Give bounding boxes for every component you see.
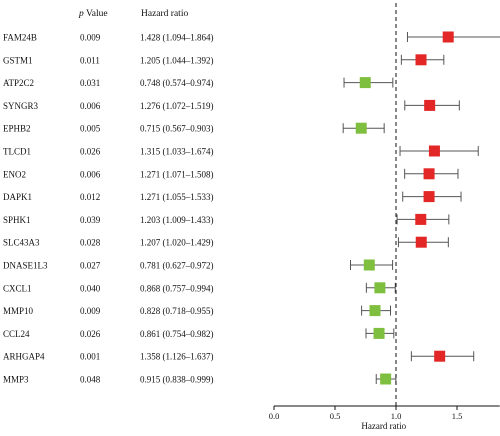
table-row: TLCD1 0.026 1.315 (1.033–1.674) (3, 147, 214, 157)
hazard-ratio-text: 1.271 (1.055–1.533) (140, 192, 214, 202)
table-row: MMP3 0.048 0.915 (0.838–0.999) (3, 375, 214, 385)
table-row: MMP10 0.009 0.828 (0.718–0.955) (3, 306, 214, 316)
hr-point (373, 327, 385, 339)
gene-label: EPHB2 (3, 124, 31, 134)
p-value: 0.026 (80, 147, 101, 157)
table-row: SLC43A3 0.028 1.207 (1.020–1.429) (3, 238, 214, 248)
table-row: FAM24B 0.009 1.428 (1.094–1.864) (3, 33, 214, 43)
hazard-ratio-text: 1.205 (1.044–1.392) (140, 55, 214, 65)
hr-point (374, 282, 386, 294)
p-value: 0.009 (80, 33, 101, 43)
gene-label: SYNGR3 (3, 101, 39, 111)
table-row: ARHGAP4 0.001 1.358 (1.126–1.637) (3, 352, 214, 362)
hr-point (415, 213, 427, 225)
p-value-header: p Value (78, 9, 108, 19)
hr-point (359, 77, 371, 89)
table-row: SPHK1 0.039 1.203 (1.009–1.433) (3, 215, 214, 225)
hazard-ratio-text: 1.203 (1.009–1.433) (140, 215, 214, 225)
p-value-header-prefix: p (78, 9, 84, 19)
gene-label: GSTM1 (3, 55, 33, 65)
plot-area (342, 3, 500, 406)
p-value: 0.040 (80, 283, 101, 293)
p-value: 0.009 (80, 306, 101, 316)
hr-point (423, 168, 435, 180)
gene-label: SLC43A3 (3, 238, 40, 248)
p-value: 0.006 (80, 169, 101, 179)
hazard-ratio-text: 0.828 (0.718–0.955) (140, 306, 214, 316)
table-row: DAPK1 0.012 1.271 (1.055–1.533) (3, 192, 214, 202)
hazard-ratio-header: Hazard ratio (141, 9, 188, 19)
hr-point (415, 54, 427, 66)
table-row: DNASE1L3 0.027 0.781 (0.627–0.972) (3, 261, 214, 271)
p-value: 0.048 (80, 375, 101, 385)
hazard-ratio-text: 0.861 (0.754–0.982) (140, 329, 214, 339)
hazard-ratio-text: 0.748 (0.574–0.974) (140, 78, 214, 88)
column-headers: p Value Hazard ratio (78, 9, 188, 19)
table-row: EPHB2 0.005 0.715 (0.567–0.903) (3, 124, 214, 134)
gene-label: DAPK1 (3, 192, 32, 202)
table-row: CXCL1 0.040 0.868 (0.757–0.994) (3, 283, 214, 293)
ci-whisker (406, 32, 500, 42)
hazard-ratio-text: 1.358 (1.126–1.637) (140, 352, 214, 362)
p-value: 0.006 (80, 101, 101, 111)
hr-point (380, 373, 392, 385)
gene-label: SPHK1 (3, 215, 31, 225)
gene-label: ARHGAP4 (3, 352, 45, 362)
gene-label: FAM24B (3, 33, 37, 43)
gene-label: DNASE1L3 (3, 261, 48, 271)
hr-point (428, 145, 440, 157)
p-value-header-suffix: Value (84, 9, 108, 19)
hazard-ratio-text: 1.315 (1.033–1.674) (140, 147, 214, 157)
gene-label: ENO2 (3, 169, 26, 179)
x-tick-label: 1.5 (452, 411, 463, 421)
hazard-ratio-text: 0.915 (0.838–0.999) (140, 375, 214, 385)
p-value: 0.027 (80, 261, 101, 271)
gene-label: ATP2C2 (3, 78, 34, 88)
gene-label: TLCD1 (3, 147, 31, 157)
p-value: 0.039 (80, 215, 101, 225)
hazard-ratio-text: 1.207 (1.020–1.429) (140, 238, 214, 248)
hr-point (423, 191, 435, 203)
x-tick-label: 1.0 (391, 411, 402, 421)
hr-point (355, 122, 367, 134)
x-tick-label: 0.0 (269, 411, 280, 421)
p-value: 0.026 (80, 329, 101, 339)
x-axis-label: Hazard ratio (361, 421, 406, 431)
hazard-ratio-text: 0.715 (0.567–0.903) (140, 124, 214, 134)
hazard-ratio-text: 0.781 (0.627–0.972) (140, 261, 214, 271)
hr-point (424, 99, 436, 111)
p-value: 0.001 (80, 352, 100, 362)
hr-point (415, 236, 427, 248)
table-row: ENO2 0.006 1.271 (1.071–1.508) (3, 169, 214, 179)
hr-point (363, 259, 375, 271)
p-value: 0.005 (80, 124, 101, 134)
p-value: 0.031 (80, 78, 100, 88)
hr-point (434, 350, 446, 362)
x-tick-label: 0.5 (330, 411, 341, 421)
gene-label: CXCL1 (3, 283, 32, 293)
gene-label: CCL24 (3, 329, 30, 339)
gene-label: MMP10 (3, 306, 34, 316)
table-body: FAM24B 0.009 1.428 (1.094–1.864) GSTM1 0.011… (3, 33, 214, 385)
p-value: 0.028 (80, 238, 101, 248)
table-row: GSTM1 0.011 1.205 (1.044–1.392) (3, 55, 214, 65)
hazard-ratio-text: 1.428 (1.094–1.864) (140, 33, 214, 43)
hazard-ratio-text: 1.276 (1.072–1.519) (140, 101, 214, 111)
hazard-ratio-text: 0.868 (0.757–0.994) (140, 283, 214, 293)
p-value: 0.012 (80, 192, 100, 202)
hazard-ratio-text: 1.271 (1.071–1.508) (140, 169, 214, 179)
table-row: ATP2C2 0.031 0.748 (0.574–0.974) (3, 78, 214, 88)
x-axis: 0.0 0.5 1.0 1.5 (269, 405, 500, 421)
table-row: CCL24 0.026 0.861 (0.754–0.982) (3, 329, 214, 339)
table-row: SYNGR3 0.006 1.276 (1.072–1.519) (3, 101, 214, 111)
gene-label: MMP3 (3, 375, 29, 385)
hr-point (442, 31, 454, 43)
p-value: 0.011 (80, 55, 100, 65)
hr-point (369, 305, 381, 317)
